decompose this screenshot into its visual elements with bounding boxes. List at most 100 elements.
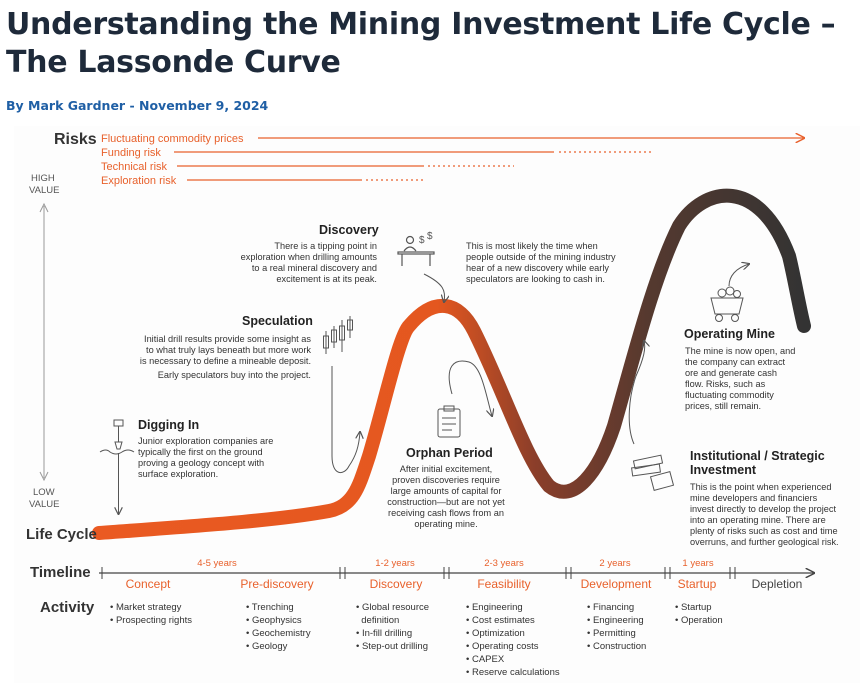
svg-text:is necessary to define a minea: is necessary to define a mineable deposi… [140,356,311,366]
svg-text:proving a geology concept with: proving a geology concept with [138,458,264,468]
institutional-title-1: Institutional / Strategic [690,449,825,463]
svg-text:• Permitting: • Permitting [587,628,636,639]
svg-text:Early speculators buy into the: Early speculators buy into the project. [158,370,311,380]
svg-text:proven discoveries require: proven discoveries require [392,475,500,485]
svg-text:• Prospecting rights: • Prospecting rights [110,615,192,626]
svg-text:invest directly to develop the: invest directly to develop the project [690,504,837,514]
svg-text:plenty of risks such as cost a: plenty of risks such as cost and time [690,526,838,536]
lassonde-curve-diagram: Risks Fluctuating commodity prices Fundi… [26,131,839,678]
svg-text:into an operating mine. There: into an operating mine. There are [690,515,826,525]
title-line-1: Understanding the Mining Investment Life… [6,7,836,42]
risk-funding: Funding risk [101,147,161,159]
svg-text:fluctuating commodity: fluctuating commodity [685,390,774,400]
svg-text:• Global resource: • Global resource [356,602,429,613]
phase-feasibility: Feasibility [477,577,530,591]
discovery-arrow [423,273,445,302]
svg-text:operating mine.: operating mine. [414,519,477,529]
cash-stack-icon [631,454,675,491]
clipboard-icon [437,405,461,438]
institutional-title-2: Investment [690,463,757,477]
svg-text:• Construction: • Construction [587,641,646,652]
publish-date: November 9, 2024 [139,98,269,113]
svg-text:The mine is now open, and: The mine is now open, and [685,346,795,356]
svg-text:• Geology: • Geology [246,641,288,652]
svg-text:There is a tipping point in: There is a tipping point in [274,241,377,251]
activities-feasibility: • Engineering • Cost estimates • Optimiz… [466,602,560,678]
svg-text:mine developers and financiers: mine developers and financiers [690,493,818,503]
risk-commodity-prices: Fluctuating commodity prices [101,133,244,145]
speculation-arrow [331,366,360,474]
orphan-arrow [448,360,492,416]
svg-text:After initial excitement,: After initial excitement, [400,464,492,474]
mine-cart-icon [710,286,744,322]
svg-text:ore and generate cash: ore and generate cash [685,368,777,378]
svg-text:• Operating costs: • Operating costs [466,641,539,652]
digging-in-title: Digging In [138,418,199,432]
svg-text:This is the point when experie: This is the point when experienced [690,482,831,492]
activities-pre-discovery: • Trenching • Geophysics • Geochemistry … [246,602,311,652]
svg-text:• Reserve calculations: • Reserve calculations [466,667,560,678]
high-value-line1: HIGH [31,173,55,184]
svg-text:• Engineering: • Engineering [466,602,523,613]
timeline-ticks [101,567,736,579]
svg-text:• Step-out drilling: • Step-out drilling [356,641,428,652]
activity-label: Activity [40,599,95,616]
svg-text:• Startup: • Startup [675,602,712,613]
orphan-period-title: Orphan Period [406,446,493,460]
years-feasibility: 2-3 years [484,558,524,569]
svg-text:Initial drill results provide: Initial drill results provide some insig… [144,334,311,344]
svg-text:the company can extract: the company can extract [685,357,786,367]
author-link[interactable]: Mark Gardner [28,98,126,113]
svg-text:people outside of the mining i: people outside of the mining industry [466,252,616,262]
institutional-arrow [628,341,644,445]
svg-text:speculators are looking to cas: speculators are looking to cash in. [466,274,605,284]
svg-text:large amounts of capital for: large amounts of capital for [391,486,502,496]
phase-depletion: Depletion [752,577,803,591]
activities-startup: • Startup • Operation [675,602,723,626]
svg-text:surface exploration.: surface exploration. [138,469,218,479]
svg-text:• CAPEX: • CAPEX [466,654,505,665]
svg-text:receiving cash flows from an: receiving cash flows from an [388,508,504,518]
low-value-line2: VALUE [29,499,59,510]
years-development: 2 years [599,558,630,569]
activities-discovery: • Global resource definition • In-fill d… [356,602,429,652]
svg-text:to a real mineral discovery an: to a real mineral discovery and [252,263,377,273]
shovel-icon [99,419,135,455]
svg-text:Junior exploration companies a: Junior exploration companies are [138,436,273,446]
discovery-title: Discovery [319,223,379,237]
investor-desk-icon: $ $ [397,231,435,266]
low-value-line1: LOW [33,487,55,498]
svg-text:$: $ [419,235,425,246]
svg-text:to what truly lays beneath but: to what truly lays beneath but more work [146,345,311,355]
svg-text:• Cost estimates: • Cost estimates [466,615,535,626]
high-value-line2: VALUE [29,185,59,196]
svg-text:• Engineering: • Engineering [587,615,644,626]
risk-technical: Technical risk [101,161,168,173]
svg-text:This is most likely the time w: This is most likely the time when [466,241,598,251]
lassonde-curve-figure: Risks Fluctuating commodity prices Fundi… [14,126,860,683]
svg-text:definition: definition [356,615,399,626]
speculation-title: Speculation [242,314,313,328]
lassonde-curve [92,188,811,540]
svg-text:• Trenching: • Trenching [246,602,294,613]
life-cycle-label: Life Cycle [26,526,97,543]
years-discovery: 1-2 years [375,558,415,569]
activities-concept: • Market strategy • Prospecting rights [110,602,192,626]
svg-text:• Geochemistry: • Geochemistry [246,628,311,639]
svg-text:exploration when drilling amou: exploration when drilling amounts [241,252,378,262]
svg-text:prices, still remain.: prices, still remain. [685,401,761,411]
risk-exploration: Exploration risk [101,175,177,187]
svg-text:• Optimization: • Optimization [466,628,525,639]
years-concept: 4-5 years [197,558,237,569]
operating-arrow [728,264,749,287]
timeline-label: Timeline [30,564,91,581]
years-startup: 1 years [682,558,713,569]
phase-pre-discovery: Pre-discovery [240,577,313,591]
svg-text:• Geophysics: • Geophysics [246,615,302,626]
svg-text:$: $ [427,231,433,242]
byline: By Mark Gardner - November 9, 2024 [6,98,268,113]
phase-discovery: Discovery [370,577,423,591]
candlestick-chart-icon [323,316,353,354]
phase-concept: Concept [126,577,171,591]
svg-text:hear of a new discovery while: hear of a new discovery while early [466,263,609,273]
